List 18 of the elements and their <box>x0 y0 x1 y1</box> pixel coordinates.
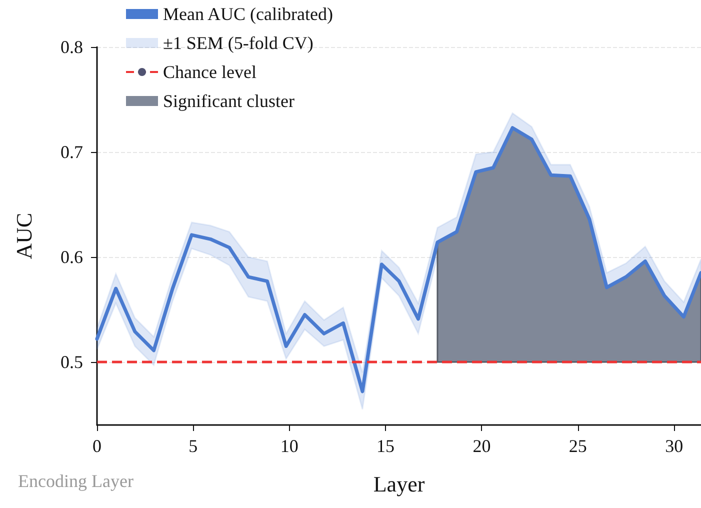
x-tick-label: 10 <box>280 436 298 456</box>
legend-label: Significant cluster <box>163 91 294 111</box>
x-tick-label: 5 <box>188 436 198 456</box>
x-tick-label: 25 <box>568 436 587 456</box>
x-axis-title: Layer <box>373 472 426 496</box>
y-tick-label: 0.5 <box>60 352 83 372</box>
y-tick-label: 0.7 <box>60 142 83 162</box>
x-tick-label: 20 <box>472 436 491 456</box>
y-tick-label: 0.8 <box>60 37 83 57</box>
x-tick-label: 30 <box>665 436 684 456</box>
x-tick-label: 0 <box>92 436 102 456</box>
text: Encoding Layer <box>18 471 134 491</box>
y-tick-label: 0.6 <box>60 247 83 267</box>
y-axis-title: AUC <box>12 212 36 260</box>
legend-label: Chance level <box>163 62 256 82</box>
legend-label: Mean AUC (calibrated) <box>163 4 333 24</box>
annotation: ±1 SEM (5-fold CV) <box>163 33 314 53</box>
x-tick-label: 15 <box>376 436 395 456</box>
